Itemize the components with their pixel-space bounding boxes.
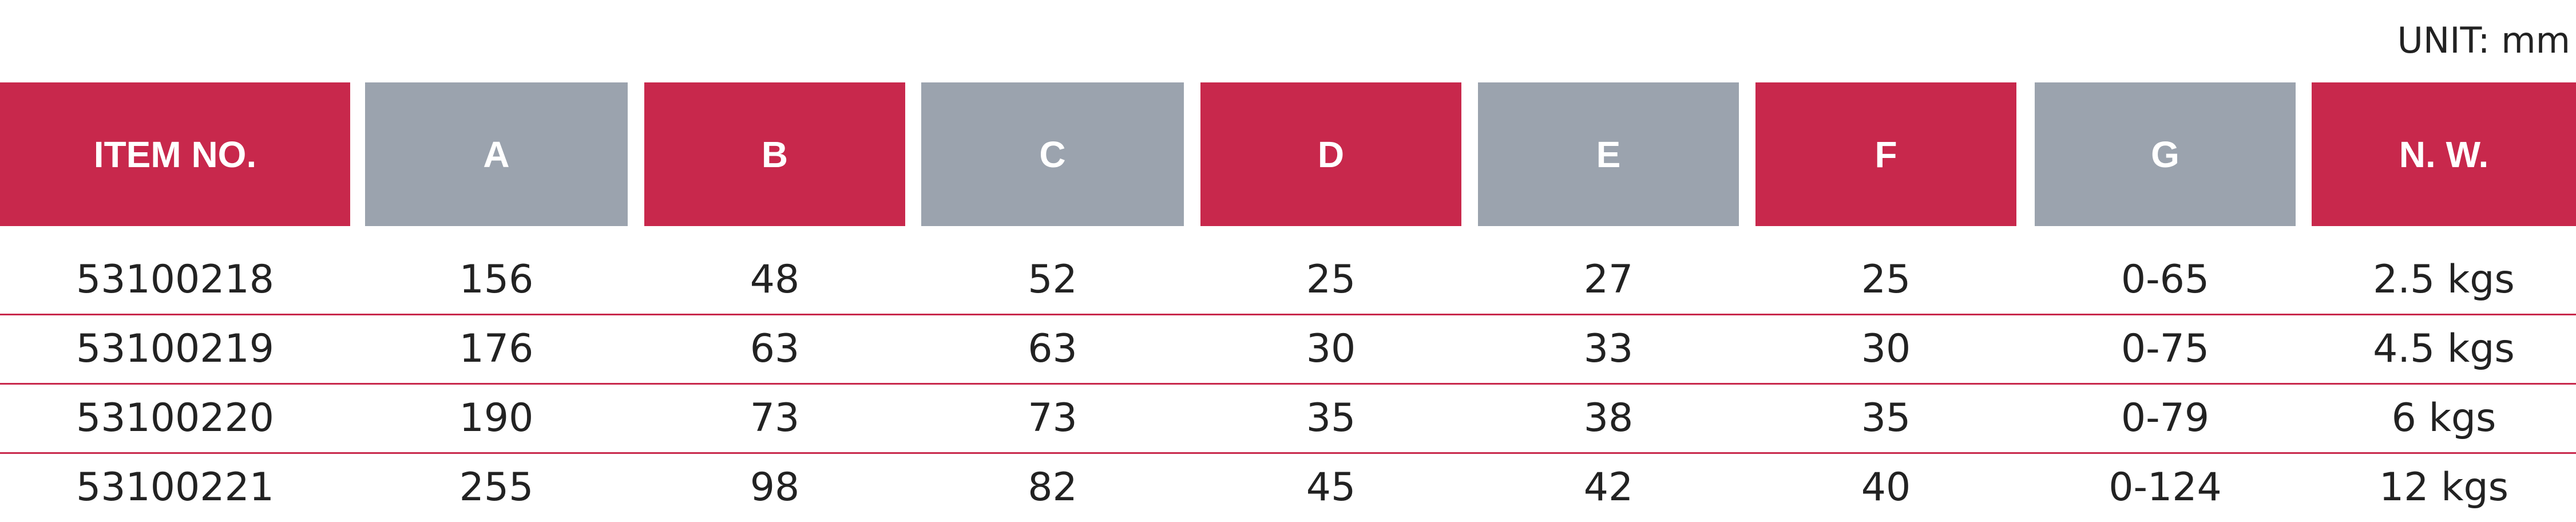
table-cell: 82: [1028, 465, 1077, 510]
unit-label: UNIT: mm: [2397, 19, 2571, 61]
table-cell: 53100219: [76, 326, 275, 371]
row-divider: [0, 383, 2576, 385]
table-cell: 33: [1583, 326, 1634, 371]
table-cell: 0-75: [2121, 326, 2210, 371]
table-cell: 53100220: [76, 396, 275, 441]
table-cell: 38: [1583, 396, 1634, 441]
column-header: F: [1755, 82, 2016, 226]
column-header: N. W.: [2312, 82, 2576, 226]
table-cell: 35: [1306, 396, 1356, 441]
table-cell: 12 kgs: [2379, 465, 2509, 510]
table-cell: 53100218: [76, 257, 275, 302]
table-cell: 2.5 kgs: [2373, 257, 2515, 302]
column-header: G: [2035, 82, 2296, 226]
table-cell: 176: [459, 326, 534, 371]
column-header: E: [1478, 82, 1739, 226]
table-cell: 0-124: [2109, 465, 2222, 510]
table-cell: 52: [1028, 257, 1077, 302]
row-divider: [0, 452, 2576, 454]
table-cell: 53100221: [76, 465, 275, 510]
table-cell: 73: [750, 396, 800, 441]
table-cell: 63: [1028, 326, 1077, 371]
table-cell: 0-65: [2121, 257, 2210, 302]
table-cell: 6 kgs: [2391, 396, 2496, 441]
column-header: C: [921, 82, 1184, 226]
column-header: A: [365, 82, 628, 226]
table-cell: 156: [459, 257, 534, 302]
table-cell: 0-79: [2121, 396, 2210, 441]
table-cell: 27: [1583, 257, 1634, 302]
table-cell: 30: [1861, 326, 1911, 371]
column-header: B: [644, 82, 905, 226]
table-cell: 30: [1306, 326, 1356, 371]
column-header: ITEM NO.: [0, 82, 350, 226]
table-cell: 25: [1861, 257, 1911, 302]
table-cell: 40: [1861, 465, 1911, 510]
table-cell: 98: [750, 465, 800, 510]
table-cell: 4.5 kgs: [2373, 326, 2515, 371]
table-cell: 45: [1306, 465, 1356, 510]
table-cell: 42: [1583, 465, 1634, 510]
table-cell: 73: [1028, 396, 1077, 441]
table-cell: 48: [750, 257, 800, 302]
column-header: D: [1200, 82, 1461, 226]
table-cell: 255: [459, 465, 534, 510]
table-cell: 63: [750, 326, 800, 371]
table-cell: 35: [1861, 396, 1911, 441]
table-cell: 25: [1306, 257, 1356, 302]
table-cell: 190: [459, 396, 534, 441]
row-divider: [0, 314, 2576, 315]
